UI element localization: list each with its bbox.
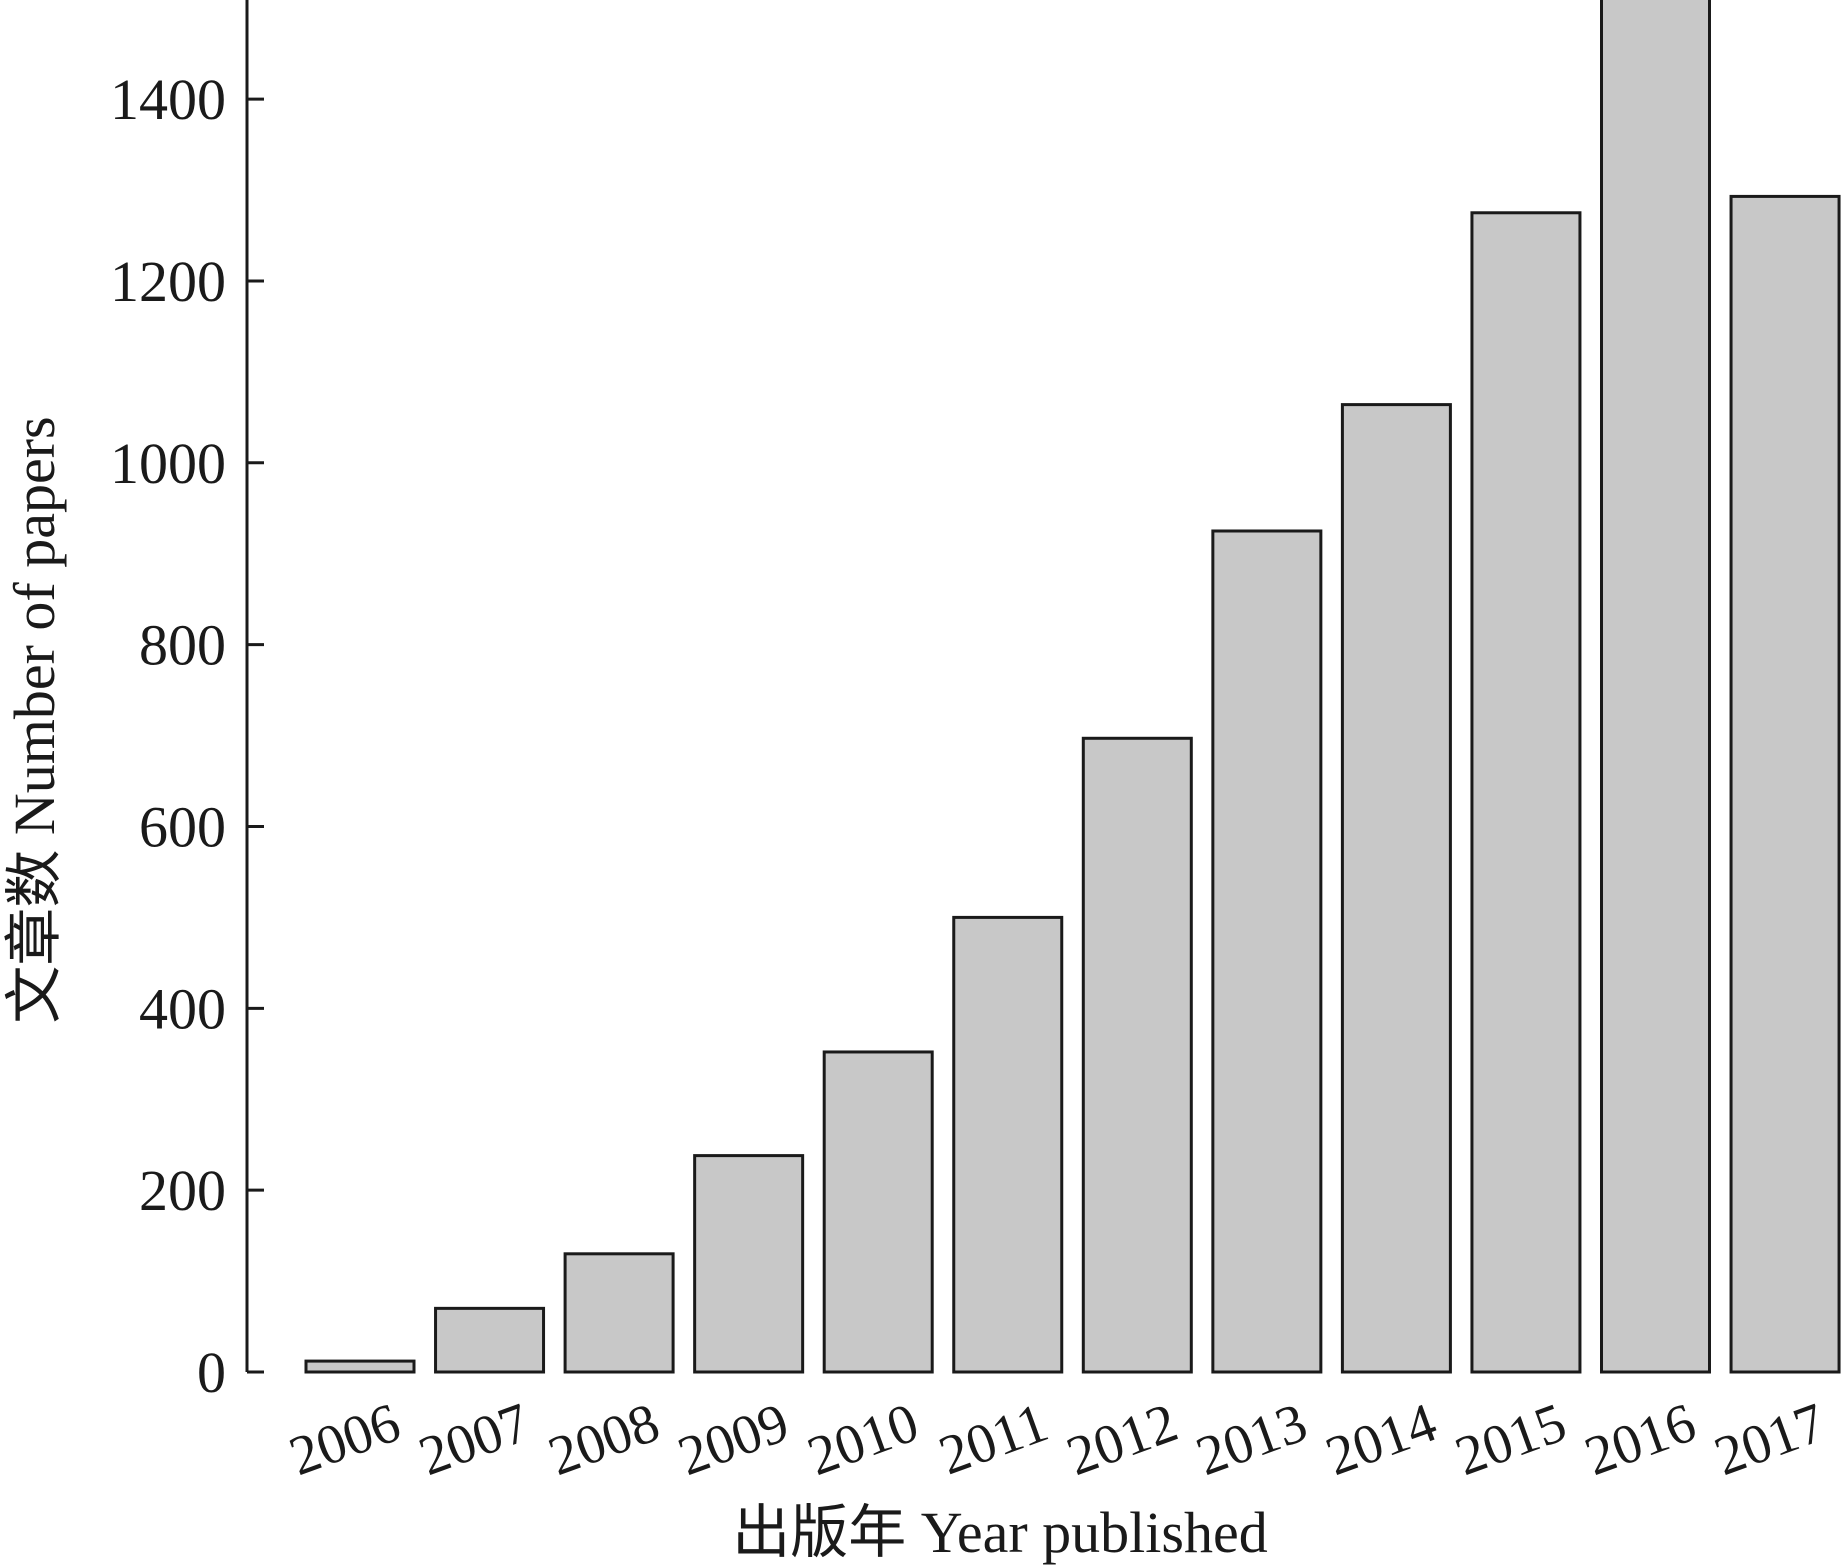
y-tick-label: 1200 [110,249,226,314]
bar-2011 [952,915,1064,1374]
x-tick-label: 2016 [1577,1392,1703,1489]
x-tick-label: 2008 [541,1392,667,1489]
x-tick-label: 2011 [931,1392,1055,1488]
y-tick-label: 400 [139,976,226,1041]
bar-2006 [304,1359,416,1374]
x-tick-label: 2010 [800,1392,926,1489]
x-tick-label: 2007 [411,1392,537,1489]
x-tick-label: 2009 [670,1392,796,1489]
y-tick-label: 1000 [110,431,226,496]
y-tick-label: 600 [139,794,226,859]
bar-2017 [1729,194,1841,1374]
bar-2016 [1600,0,1711,1374]
bar-2008 [563,1252,675,1374]
bar-2012 [1081,736,1193,1374]
bar-2007 [434,1306,546,1374]
y-ticks: 0 200 400 600 800 1000 1200 1400 [110,67,264,1405]
bar-2010 [822,1050,934,1374]
y-tick-label: 0 [197,1340,226,1405]
y-tick-label: 1400 [110,67,226,132]
bar-2009 [693,1154,805,1374]
bars [304,0,1841,1374]
x-axis-title: 出版年 Year published [732,1500,1267,1565]
x-tick-labels: 2006 2007 2008 2009 2010 2011 2012 2013 2014 2015… [282,1392,1834,1489]
y-axis-title: 文章数 Number of papers [2,416,67,1023]
y-axis: 0 200 400 600 800 1000 1200 1400 [110,0,264,1405]
x-tick-label: 2015 [1448,1392,1574,1489]
x-tick-label: 2006 [282,1392,408,1489]
x-tick-label: 2012 [1059,1392,1185,1489]
bar-2014 [1340,403,1452,1374]
x-tick-label: 2013 [1189,1392,1315,1489]
x-tick-label: 2017 [1707,1392,1833,1489]
bar-2015 [1470,211,1582,1374]
y-tick-label: 800 [139,613,226,678]
x-tick-label: 2014 [1318,1392,1444,1489]
y-tick-label: 200 [139,1158,226,1223]
bar-2013 [1211,529,1323,1374]
